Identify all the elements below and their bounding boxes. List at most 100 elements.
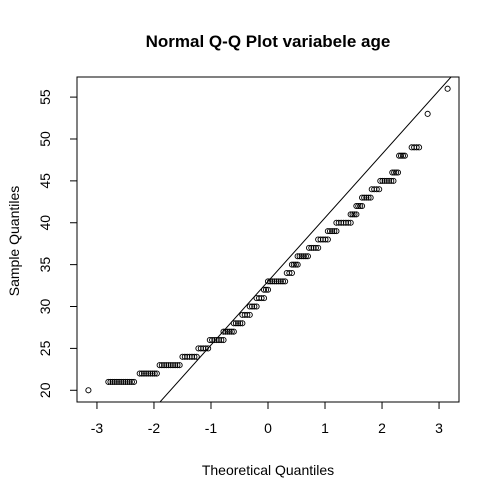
data-point xyxy=(153,370,160,377)
data-point xyxy=(85,387,92,394)
x-tick-label: -2 xyxy=(148,420,161,436)
data-point xyxy=(288,269,295,277)
data-point xyxy=(202,345,209,352)
data-point xyxy=(294,253,301,260)
data-point xyxy=(174,362,181,369)
x-tick-label: 2 xyxy=(378,420,386,436)
data-point xyxy=(306,244,313,251)
data-point xyxy=(232,320,239,327)
y-axis: 20 25 30 35 40 45 50 55 xyxy=(37,89,78,398)
data-point xyxy=(258,295,265,302)
data-point xyxy=(288,261,295,268)
data-point xyxy=(158,362,165,369)
y-tick-label: 45 xyxy=(37,173,53,189)
data-point xyxy=(333,228,340,235)
data-point xyxy=(205,345,212,352)
data-point xyxy=(145,370,152,377)
data-point xyxy=(172,362,179,369)
data-point xyxy=(310,244,317,251)
chart-title: Normal Q-Q Plot variabele age xyxy=(146,32,391,51)
data-point xyxy=(191,353,198,360)
data-point xyxy=(235,320,242,327)
data-point xyxy=(118,378,125,385)
data-point xyxy=(140,370,148,377)
data-point xyxy=(389,169,396,176)
data-point xyxy=(381,177,388,184)
data-point xyxy=(230,328,237,335)
data-point xyxy=(124,378,131,385)
data-point xyxy=(115,378,123,385)
data-point xyxy=(206,336,213,344)
data-point xyxy=(424,110,431,117)
data-point xyxy=(308,244,315,251)
data-point xyxy=(209,336,216,344)
data-point xyxy=(353,211,360,218)
data-point xyxy=(376,186,383,193)
data-point xyxy=(107,378,114,385)
data-point xyxy=(365,194,372,201)
data-point xyxy=(279,278,287,285)
data-point xyxy=(169,362,177,369)
data-point xyxy=(347,211,354,218)
data-point xyxy=(264,286,272,293)
data-point xyxy=(331,228,338,235)
data-point xyxy=(304,253,311,260)
data-point xyxy=(324,236,331,243)
data-point xyxy=(264,278,272,285)
data-point xyxy=(396,152,403,159)
data-point xyxy=(128,378,135,385)
data-point xyxy=(262,286,270,293)
data-point xyxy=(357,202,364,210)
data-point xyxy=(363,194,370,201)
data-point xyxy=(416,144,423,151)
data-point xyxy=(230,320,237,327)
data-point xyxy=(147,370,154,377)
data-point xyxy=(126,378,133,385)
data-point xyxy=(222,328,229,335)
data-point xyxy=(218,336,225,344)
plot-frame xyxy=(76,76,460,403)
data-point xyxy=(269,278,276,285)
data-point xyxy=(401,152,408,159)
data-point xyxy=(130,378,138,385)
data-point xyxy=(296,253,303,260)
x-axis-label: Theoretical Quantiles xyxy=(202,462,334,478)
data-point xyxy=(388,177,395,184)
data-point xyxy=(167,362,174,369)
data-point xyxy=(379,177,386,184)
data-point xyxy=(394,169,402,176)
data-point xyxy=(298,253,305,260)
data-point xyxy=(312,244,319,251)
data-point xyxy=(143,370,150,377)
data-point xyxy=(286,269,293,277)
data-point xyxy=(391,169,398,176)
data-point xyxy=(213,336,220,344)
data-point xyxy=(120,378,127,385)
y-tick-label: 20 xyxy=(37,382,53,398)
x-tick-label: 0 xyxy=(264,420,272,436)
data-point xyxy=(302,253,309,260)
data-point xyxy=(246,311,253,318)
data-point xyxy=(329,228,336,235)
data-point xyxy=(105,378,112,385)
data-point xyxy=(211,336,218,344)
y-tick-label: 50 xyxy=(37,131,53,147)
data-point xyxy=(239,320,246,327)
data-point xyxy=(277,278,284,285)
data-point xyxy=(290,261,297,268)
data-point xyxy=(113,378,120,385)
data-point xyxy=(228,328,235,335)
data-point xyxy=(244,311,251,318)
data-point xyxy=(151,370,158,377)
data-point xyxy=(347,219,354,226)
data-point xyxy=(386,177,393,184)
data-point xyxy=(122,378,129,385)
data-point xyxy=(246,303,253,310)
data-point xyxy=(224,328,231,335)
data-point xyxy=(359,202,366,210)
y-tick-label: 55 xyxy=(37,89,53,105)
data-point xyxy=(161,362,168,369)
data-point xyxy=(273,278,280,285)
